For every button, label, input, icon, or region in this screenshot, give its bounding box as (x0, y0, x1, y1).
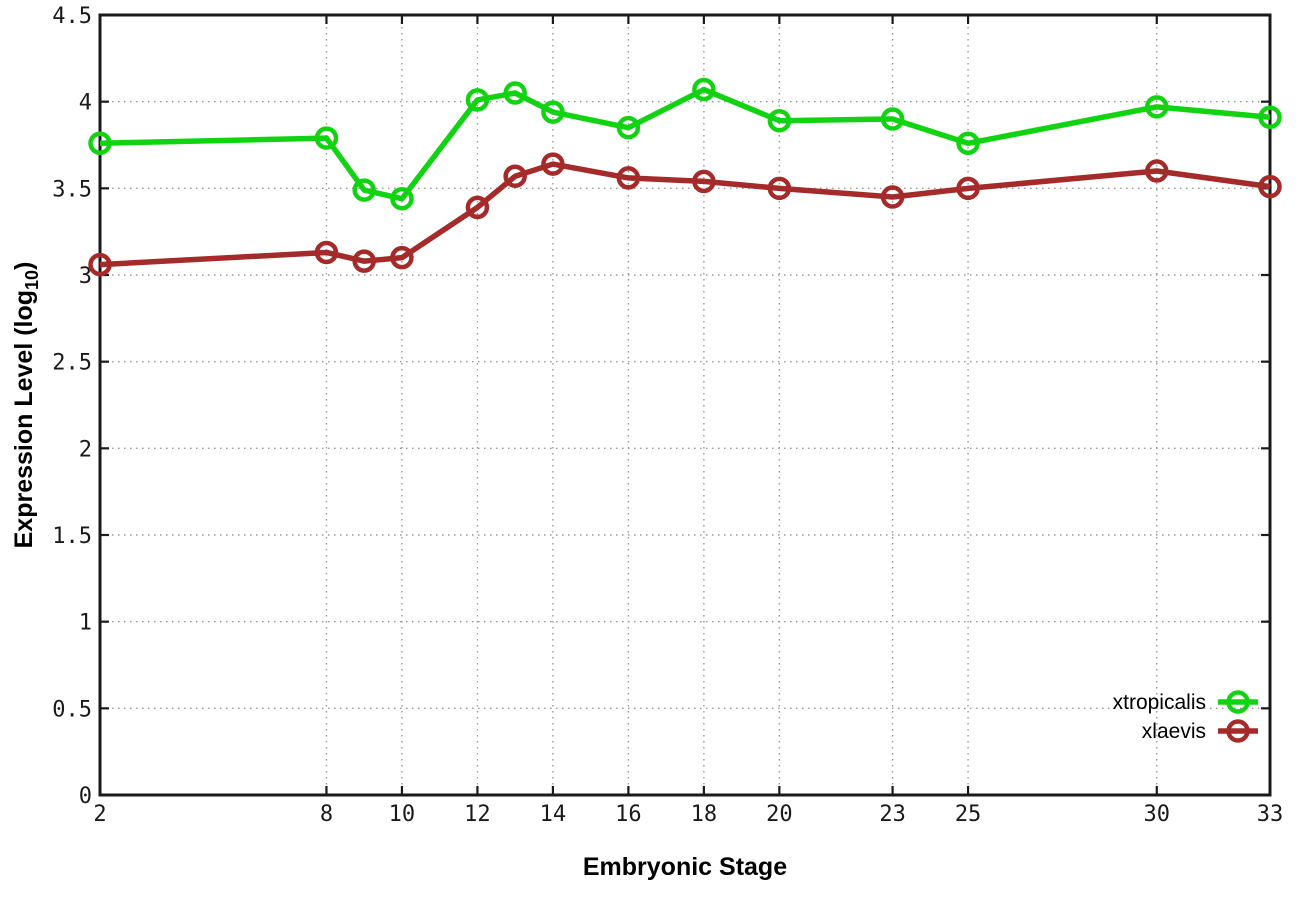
x-tick-label: 8 (320, 802, 333, 827)
data-point-xtropicalis (1258, 105, 1282, 130)
data-point-xtropicalis (767, 108, 792, 133)
legend: xtropicalis xlaevis (1113, 690, 1258, 743)
x-tick-label: 10 (389, 802, 416, 827)
x-tick-label: 23 (879, 802, 906, 827)
series-xtropicalis (88, 77, 1282, 211)
x-tick-label: 14 (540, 802, 567, 827)
data-point-xlaevis (390, 245, 414, 270)
data-point-xtropicalis (1145, 95, 1169, 119)
legend-sample-xtropicalis (1218, 690, 1258, 714)
data-point-xtropicalis (956, 131, 980, 156)
y-tick-label: 2 (79, 437, 92, 462)
data-point-xlaevis (541, 152, 565, 176)
data-point-xtropicalis (541, 100, 565, 124)
y-tick-label: 4 (79, 91, 92, 116)
y-tick-labels: 0 0.5 1 1.5 2 2.5 3 3.5 4 4.5 (52, 4, 92, 809)
data-series (88, 77, 1282, 277)
data-point-xlaevis (465, 195, 490, 220)
data-point-xlaevis (767, 176, 792, 201)
data-point-xtropicalis (465, 88, 490, 112)
y-axis-label-subscript: 10 (22, 270, 42, 290)
data-point-xtropicalis (692, 77, 716, 102)
y-tick-label: 3 (79, 264, 92, 289)
y-axis-label-suffix: ) (10, 262, 38, 270)
legend-sample-xlaevis (1218, 719, 1258, 743)
x-tick-label: 33 (1257, 802, 1284, 827)
data-point-xlaevis (880, 185, 905, 209)
data-point-xtropicalis (352, 178, 376, 202)
data-point-xtropicalis (503, 81, 527, 105)
y-tick-label: 0.5 (52, 697, 92, 722)
data-point-xlaevis (352, 249, 376, 273)
x-tick-label: 2 (93, 802, 106, 827)
series-xlaevis (88, 152, 1282, 277)
y-tick-label: 2.5 (52, 351, 92, 376)
grid-lines (100, 15, 1270, 795)
data-point-xlaevis (314, 240, 339, 265)
data-point-xlaevis (88, 252, 112, 277)
x-tick-labels: 2 8 10 12 14 16 18 20 23 25 30 33 (93, 802, 1283, 827)
data-point-xlaevis (692, 169, 716, 194)
x-tick-label: 18 (691, 802, 718, 827)
x-tick-label: 30 (1144, 802, 1171, 827)
y-tick-label: 1.5 (52, 524, 92, 549)
axis-ticks (98, 13, 1272, 797)
y-tick-label: 1 (79, 611, 92, 636)
y-axis-label-main: Expression Level (log (10, 290, 38, 548)
data-point-xtropicalis (390, 186, 414, 211)
x-tick-label: 16 (615, 802, 642, 827)
data-point-xlaevis (1145, 159, 1169, 183)
plot-border (98, 13, 1272, 797)
legend-label-xlaevis: xlaevis (1142, 720, 1206, 743)
x-axis-label: Embryonic Stage (583, 853, 787, 881)
x-tick-label: 12 (464, 802, 491, 827)
data-point-xtropicalis (314, 126, 339, 150)
legend-label-xtropicalis: xtropicalis (1113, 691, 1206, 714)
data-point-xlaevis (956, 176, 980, 201)
y-tick-label: 3.5 (52, 177, 92, 202)
y-axis-label: Expression Level (log10) (10, 262, 42, 549)
data-point-xlaevis (1258, 174, 1282, 199)
x-tick-label: 25 (955, 802, 982, 827)
data-point-xlaevis (503, 164, 527, 188)
data-point-xtropicalis (616, 115, 641, 140)
data-point-xlaevis (616, 166, 641, 190)
x-tick-label: 20 (766, 802, 793, 827)
data-point-xtropicalis (880, 107, 905, 131)
y-tick-label: 4.5 (52, 4, 92, 29)
data-point-xtropicalis (88, 131, 112, 156)
y-tick-label: 0 (79, 784, 92, 809)
legend-marker-samples (1218, 690, 1258, 743)
